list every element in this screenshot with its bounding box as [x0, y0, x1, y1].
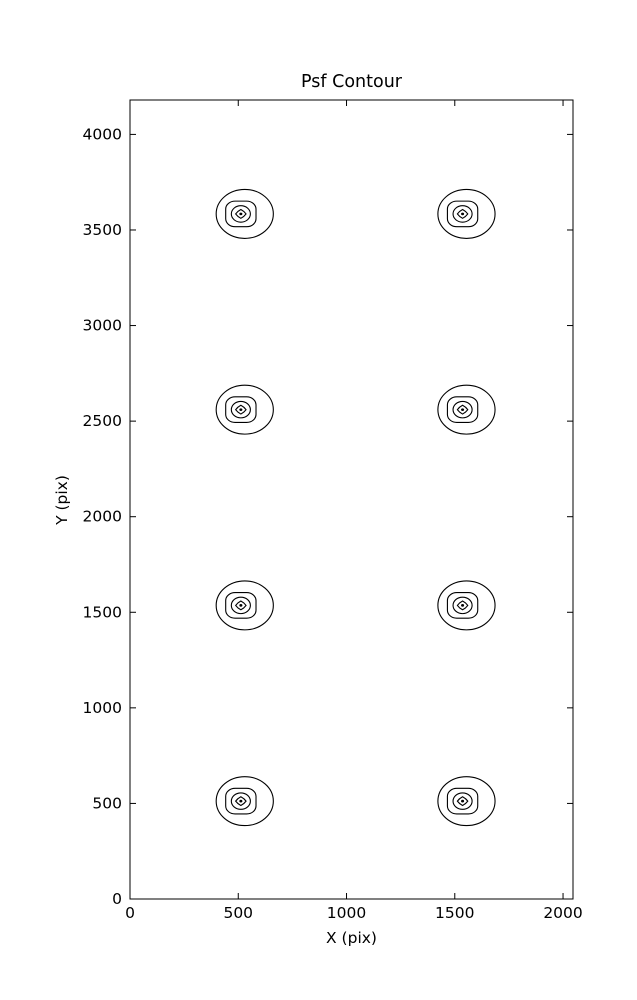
contour-ring: [452, 596, 473, 615]
contour-ring: [215, 384, 274, 435]
contour-ring: [225, 200, 257, 228]
contour-ring: [437, 384, 496, 435]
contour-ring: [437, 188, 496, 239]
contour-ring: [215, 776, 274, 827]
psf-center-dot: [239, 212, 243, 216]
y-tick-label: 2500: [83, 412, 122, 430]
psf-center-dot: [461, 604, 465, 607]
y-tick-label: 4000: [83, 125, 122, 143]
y-tick-label: 1000: [83, 699, 122, 717]
plot-title: Psf Contour: [301, 72, 402, 92]
contour-ring: [225, 787, 257, 815]
contour-ring: [215, 580, 274, 631]
contour-ring: [437, 776, 496, 827]
x-tick-label: 0: [125, 904, 135, 922]
contour-ring: [446, 200, 479, 228]
contour-ring: [456, 404, 469, 415]
contour-ring: [230, 205, 251, 223]
y-tick-label: 2000: [83, 508, 122, 526]
psf-center-dot: [239, 408, 243, 411]
x-tick-label: 500: [223, 904, 253, 922]
y-tick-label: 500: [92, 794, 122, 812]
contour-ring: [456, 796, 469, 807]
contour-ring: [446, 396, 479, 424]
contour-ring: [452, 400, 473, 419]
contour-ring: [446, 592, 479, 619]
contour-ring: [215, 188, 274, 239]
x-tick-label: 2000: [543, 904, 582, 922]
contour-ring: [234, 796, 247, 807]
contour-ring: [437, 580, 496, 631]
contour-ring: [234, 600, 247, 611]
x-tick-label: 1000: [327, 904, 366, 922]
contour-ring: [234, 404, 247, 415]
y-tick-label: 1500: [83, 603, 122, 621]
contour-ring: [230, 400, 251, 419]
y-axis-label: Y (pix): [53, 475, 71, 525]
x-tick-label: 1500: [435, 904, 474, 922]
y-tick-label: 3000: [83, 317, 122, 335]
contour-ring: [234, 208, 247, 219]
contour-ring: [230, 792, 251, 810]
x-axis-label: X (pix): [326, 929, 377, 947]
contour-ring: [456, 208, 469, 219]
psf-center-dot: [461, 799, 465, 803]
psf-center-dot: [239, 604, 243, 607]
axes-frame: [129, 99, 574, 900]
y-tick-label: 0: [112, 890, 122, 908]
contour-ring: [446, 787, 479, 815]
contour-ring: [456, 600, 469, 611]
psf-center-dot: [461, 408, 465, 411]
contour-ring: [452, 205, 473, 223]
contour-ring: [452, 792, 473, 810]
psf-center-dot: [461, 212, 465, 216]
contour-ring: [225, 592, 257, 619]
y-tick-label: 3500: [83, 221, 122, 239]
contour-ring: [230, 596, 251, 615]
contour-ring: [225, 396, 257, 424]
psf-center-dot: [239, 799, 243, 803]
